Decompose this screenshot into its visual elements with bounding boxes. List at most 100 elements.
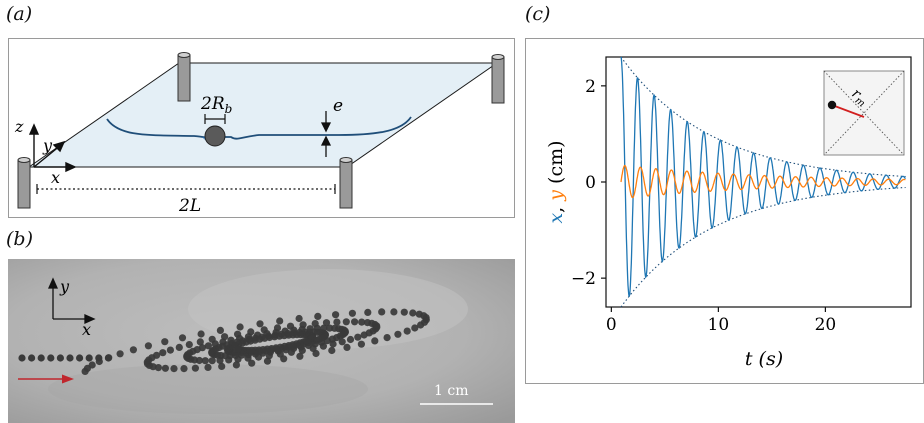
- trajectory-bead: [191, 364, 199, 372]
- trajectory-bead: [85, 354, 93, 362]
- trajectory-bead: [378, 308, 386, 316]
- trajectory-bead: [371, 337, 379, 345]
- trajectory-bead: [409, 309, 417, 317]
- trajectory-bead: [314, 312, 322, 320]
- trajectory-bead: [256, 320, 264, 328]
- trajectory-bead: [354, 333, 362, 341]
- trajectory-bead: [88, 361, 96, 369]
- trajectory-bead: [333, 318, 341, 326]
- trajectory-image: y x: [8, 259, 515, 423]
- x-axis-label: x: [51, 168, 60, 187]
- trajectory-bead: [175, 343, 183, 351]
- trajectory-bead: [236, 323, 244, 331]
- trajectory-bead: [332, 311, 340, 319]
- trajectory-bead: [204, 342, 212, 350]
- trajectory-bead: [400, 308, 408, 316]
- series-line-x: [620, 56, 906, 297]
- trajectory-bead: [296, 352, 304, 360]
- trajectory-bead: [129, 346, 137, 354]
- trajectory-bead: [56, 354, 64, 362]
- envelope-curves: [620, 56, 906, 308]
- trajectory-bead: [328, 346, 336, 355]
- trajectory-bead: [201, 357, 209, 365]
- trajectory-bead: [105, 354, 113, 362]
- axis-ticks: 0 10 20 −2 0 2: [571, 77, 836, 335]
- data-series: [620, 56, 906, 297]
- scale-bar-label: 1 cm: [434, 383, 469, 399]
- bead-size-marker: [204, 114, 226, 124]
- liquid-bath: [27, 62, 499, 168]
- trajectory-bead: [357, 340, 365, 348]
- panel-a-label: (a): [6, 3, 33, 25]
- trajectory-bead: [232, 361, 240, 369]
- pillar-back-right: [491, 54, 505, 104]
- coordinate-axes: [28, 123, 77, 173]
- length-marker: [36, 184, 336, 194]
- trajectory-bead: [196, 338, 204, 346]
- y-tick-label: 0: [585, 173, 596, 193]
- thickness-label: e: [333, 96, 343, 116]
- thickness-marker: [320, 111, 332, 157]
- trajectory-bead: [47, 354, 55, 362]
- trajectory-bead: [342, 318, 350, 326]
- inset-diagram: rm: [823, 70, 905, 156]
- trajectory-bead: [346, 335, 355, 344]
- setup-diagram: 2Rb e 2L z y x: [14, 52, 505, 216]
- inset-bead: [827, 100, 837, 110]
- y-axis-label: y: [42, 136, 53, 155]
- trajectory-bead: [295, 314, 303, 323]
- trajectory-bead: [234, 345, 242, 353]
- trajectory-bead: [144, 342, 152, 350]
- trajectory-bead: [248, 359, 256, 367]
- trajectory-bead: [153, 351, 161, 359]
- trajectory-bead: [161, 364, 169, 372]
- trajectory-bead: [180, 365, 188, 373]
- x-tick-label: 10: [708, 315, 730, 335]
- trajectory-bead: [166, 346, 174, 354]
- trajectory-bead: [338, 338, 346, 346]
- panel-a-schematic: 2Rb e 2L z y x: [8, 38, 515, 218]
- y-axis-title: x, y (cm): [545, 140, 567, 223]
- trajectory-bead: [37, 354, 45, 362]
- trajectory-bead: [95, 357, 103, 366]
- trajectory-bead: [161, 338, 169, 346]
- trajectory-bead: [185, 341, 193, 349]
- pillar-front-right: [339, 157, 353, 209]
- direction-arrow: [18, 374, 74, 384]
- series-line-y: [620, 164, 906, 199]
- trajectory-bead: [216, 326, 224, 334]
- y-tick-label: 2: [585, 77, 596, 97]
- length-label: 2L: [178, 196, 201, 216]
- trajectory-bead: [170, 365, 178, 373]
- panel-c-plot: 0 10 20 −2 0 2 t (s) x, y (cm) rm: [525, 38, 924, 384]
- x-axis-title: t (s): [745, 348, 783, 370]
- photo-x-label: x: [82, 320, 91, 339]
- bead: [204, 125, 226, 147]
- y-tick-label: −2: [571, 269, 596, 289]
- panel-c-label: (c): [525, 3, 551, 25]
- trajectory-bead: [159, 349, 167, 357]
- trajectory-bead: [197, 330, 205, 338]
- trajectory-bead: [383, 334, 391, 342]
- trajectory-bead: [76, 354, 84, 362]
- trajectory-bead: [208, 357, 216, 365]
- trajectory-bead: [360, 331, 368, 339]
- pillar-front-left: [17, 157, 31, 209]
- photo-axes: [47, 277, 96, 325]
- panel-b-photo: y x 1 cm: [8, 259, 515, 423]
- trajectory-bead: [417, 321, 425, 329]
- trajectory-bead: [218, 362, 226, 370]
- trajectory-bead: [322, 319, 331, 327]
- trajectory-bead: [116, 350, 124, 358]
- x-tick-label: 20: [815, 315, 837, 335]
- trajectory-bead: [358, 318, 366, 326]
- trajectory-bead: [66, 354, 74, 362]
- upper-envelope: [620, 56, 906, 178]
- z-axis-label: z: [14, 117, 24, 136]
- lower-envelope: [620, 186, 906, 308]
- trajectory-bead: [276, 317, 284, 325]
- trajectory-bead: [390, 308, 398, 316]
- trajectory-bead: [198, 344, 206, 352]
- panel-b-label: (b): [6, 228, 33, 250]
- photo-y-label: y: [59, 277, 70, 296]
